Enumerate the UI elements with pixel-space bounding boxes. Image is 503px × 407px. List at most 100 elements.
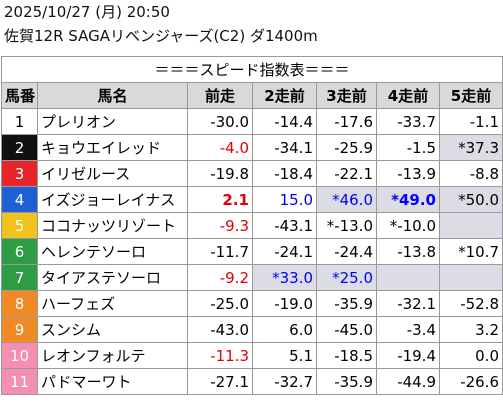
speed-index: -45.0 <box>316 316 377 343</box>
speed-index: -3.4 <box>376 316 440 343</box>
horse-name: タイアステソーロ <box>37 264 188 291</box>
horse-number: 2 <box>1 134 38 161</box>
speed-index: -17.6 <box>316 108 377 135</box>
horse-name: イズジョーレイナス <box>37 186 188 213</box>
speed-index <box>376 264 440 291</box>
speed-index: -32.1 <box>376 290 440 317</box>
horse-number: 10 <box>1 342 38 369</box>
speed-index: *-10.0 <box>376 212 440 239</box>
table-row: 11 パドマーワト -27.1 -32.7 -35.9 -44.9 -26.6 <box>1 368 503 395</box>
speed-index: -34.1 <box>252 134 317 161</box>
speed-index: -19.8 <box>187 160 253 187</box>
horse-number: 11 <box>1 368 38 395</box>
horse-name: イリゼルース <box>37 160 188 187</box>
horse-name: キョウエイレッド <box>37 134 188 161</box>
speed-index: *37.3 <box>439 134 503 161</box>
table-row: 7 タイアステソーロ -9.2 *33.0 *25.0 <box>1 264 503 291</box>
speed-index: -26.6 <box>439 368 503 395</box>
horse-name: プレリオン <box>37 108 188 135</box>
speed-index: -18.4 <box>252 160 317 187</box>
speed-index: *25.0 <box>316 264 377 291</box>
speed-index: -19.4 <box>376 342 440 369</box>
horse-name: ハーフェズ <box>37 290 188 317</box>
speed-index: -14.4 <box>252 108 317 135</box>
speed-index: -52.8 <box>439 290 503 317</box>
speed-index <box>439 264 503 291</box>
race-title: 佐賀12R SAGAリベンジャーズ(C2) ダ1400m <box>4 27 318 45</box>
speed-index: 15.0 <box>252 186 317 213</box>
speed-index: -19.0 <box>252 290 317 317</box>
speed-table: ＝＝＝スピード指数表＝＝＝ 馬番 馬名 前走 2走前 3走前 4走前 5走前 1 プレリオン -30… <box>1 56 503 395</box>
horse-name: レオンフォルテ <box>37 342 188 369</box>
table-row: 2 キョウエイレッド -4.0 -34.1 -25.9 -1.5 *37.3 <box>1 134 503 161</box>
column-header: 4走前 <box>376 82 440 109</box>
speed-index: -24.4 <box>316 238 377 265</box>
table-row: 6 ヘレンテソーロ -11.7 -24.1 -24.4 -13.8 *10.7 <box>1 238 503 265</box>
speed-index: -35.9 <box>316 290 377 317</box>
speed-index: -25.0 <box>187 290 253 317</box>
horse-number: 5 <box>1 212 38 239</box>
header-row: 馬番 馬名 前走 2走前 3走前 4走前 5走前 <box>1 82 503 109</box>
horse-number: 7 <box>1 264 38 291</box>
speed-index: -33.7 <box>376 108 440 135</box>
horse-name: パドマーワト <box>37 368 188 395</box>
speed-index: *-13.0 <box>316 212 377 239</box>
column-header: 2走前 <box>252 82 317 109</box>
speed-index: 5.1 <box>252 342 317 369</box>
table-row: 3 イリゼルース -19.8 -18.4 -22.1 -13.9 -8.8 <box>1 160 503 187</box>
speed-index: -1.1 <box>439 108 503 135</box>
column-header: 馬番 <box>1 82 38 109</box>
speed-index: 2.1 <box>187 186 253 213</box>
datetime: 2025/10/27 (月) 20:50 <box>4 3 170 21</box>
speed-index: -22.1 <box>316 160 377 187</box>
speed-index: -44.9 <box>376 368 440 395</box>
speed-index: -27.1 <box>187 368 253 395</box>
horse-number: 1 <box>1 108 38 135</box>
horse-number: 6 <box>1 238 38 265</box>
speed-index: -24.1 <box>252 238 317 265</box>
table-title: ＝＝＝スピード指数表＝＝＝ <box>1 56 503 83</box>
speed-index: -9.2 <box>187 264 253 291</box>
horse-name: ヘレンテソーロ <box>37 238 188 265</box>
speed-index: 0.0 <box>439 342 503 369</box>
speed-index: *46.0 <box>316 186 377 213</box>
speed-index: -35.9 <box>316 368 377 395</box>
horse-number: 4 <box>1 186 38 213</box>
speed-index: -32.7 <box>252 368 317 395</box>
speed-index: *49.0 <box>376 186 440 213</box>
speed-index: -13.9 <box>376 160 440 187</box>
horse-number: 3 <box>1 160 38 187</box>
table-row: 8 ハーフェズ -25.0 -19.0 -35.9 -32.1 -52.8 <box>1 290 503 317</box>
speed-index: -9.3 <box>187 212 253 239</box>
table-row: 10 レオンフォルテ -11.3 5.1 -18.5 -19.4 0.0 <box>1 342 503 369</box>
table-row: 1 プレリオン -30.0 -14.4 -17.6 -33.7 -1.1 <box>1 108 503 135</box>
speed-index: 3.2 <box>439 316 503 343</box>
speed-index: -18.5 <box>316 342 377 369</box>
horse-name: ココナッツリゾート <box>37 212 188 239</box>
speed-index <box>439 212 503 239</box>
speed-index: -43.0 <box>187 316 253 343</box>
speed-index: -25.9 <box>316 134 377 161</box>
table-row: 5 ココナッツリゾート -9.3 -43.1 *-13.0 *-10.0 <box>1 212 503 239</box>
speed-index: 6.0 <box>252 316 317 343</box>
speed-index: -11.7 <box>187 238 253 265</box>
column-header: 馬名 <box>37 82 188 109</box>
column-header: 前走 <box>187 82 253 109</box>
speed-index: -43.1 <box>252 212 317 239</box>
speed-index: -1.5 <box>376 134 440 161</box>
column-header: 5走前 <box>439 82 503 109</box>
table-row: 9 スンシム -43.0 6.0 -45.0 -3.4 3.2 <box>1 316 503 343</box>
speed-index: *10.7 <box>439 238 503 265</box>
table-row: 4 イズジョーレイナス 2.1 15.0 *46.0 *49.0 *50.0 <box>1 186 503 213</box>
horse-number: 8 <box>1 290 38 317</box>
speed-index: *50.0 <box>439 186 503 213</box>
speed-index: -11.3 <box>187 342 253 369</box>
speed-index: *33.0 <box>252 264 317 291</box>
horse-number: 9 <box>1 316 38 343</box>
speed-index: -4.0 <box>187 134 253 161</box>
column-header: 3走前 <box>316 82 377 109</box>
speed-index: -8.8 <box>439 160 503 187</box>
speed-index: -13.8 <box>376 238 440 265</box>
horse-name: スンシム <box>37 316 188 343</box>
